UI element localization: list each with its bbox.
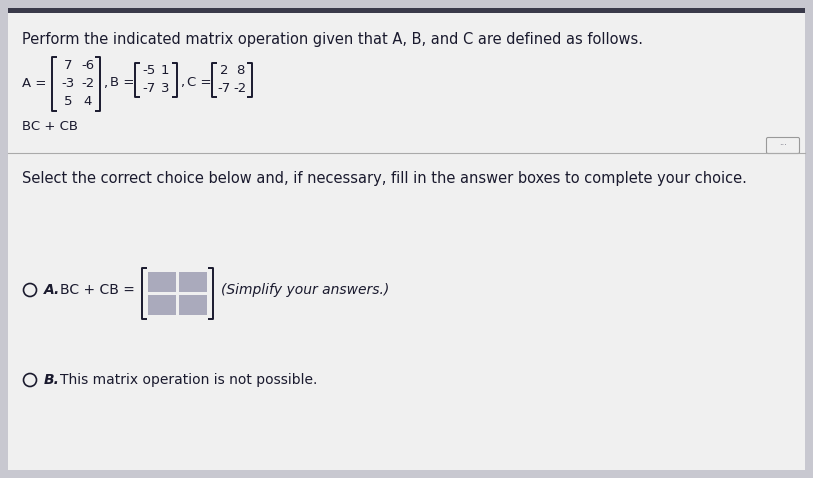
FancyBboxPatch shape <box>179 295 207 315</box>
Text: -5: -5 <box>142 64 155 76</box>
Text: C =: C = <box>187 76 211 88</box>
Text: B.: B. <box>44 373 60 387</box>
Text: -7: -7 <box>142 82 155 95</box>
Text: ,: , <box>180 76 184 88</box>
Text: 7: 7 <box>63 58 72 72</box>
Text: (Simplify your answers.): (Simplify your answers.) <box>221 283 389 297</box>
Text: -3: -3 <box>61 76 75 89</box>
Text: 2: 2 <box>220 64 228 76</box>
Text: Select the correct choice below and, if necessary, fill in the answer boxes to c: Select the correct choice below and, if … <box>22 171 747 186</box>
FancyBboxPatch shape <box>8 8 805 470</box>
Text: BC + CB: BC + CB <box>22 120 78 133</box>
Text: 5: 5 <box>63 95 72 108</box>
Text: 8: 8 <box>236 64 244 76</box>
Text: Perform the indicated matrix operation given that A, B, and C are defined as fol: Perform the indicated matrix operation g… <box>22 32 643 47</box>
FancyBboxPatch shape <box>767 138 799 153</box>
FancyBboxPatch shape <box>148 295 176 315</box>
Text: ···: ··· <box>779 141 787 150</box>
FancyBboxPatch shape <box>8 8 805 13</box>
Text: -7: -7 <box>217 82 231 95</box>
Text: BC + CB =: BC + CB = <box>60 283 135 297</box>
Text: 3: 3 <box>161 82 169 95</box>
Text: -2: -2 <box>233 82 246 95</box>
Text: A.: A. <box>44 283 60 297</box>
Text: 4: 4 <box>84 95 92 108</box>
Text: A =: A = <box>22 76 46 89</box>
Text: 1: 1 <box>161 64 169 76</box>
Text: This matrix operation is not possible.: This matrix operation is not possible. <box>60 373 317 387</box>
FancyBboxPatch shape <box>179 272 207 292</box>
Text: -6: -6 <box>81 58 94 72</box>
Text: B =: B = <box>110 76 134 88</box>
Text: -2: -2 <box>81 76 94 89</box>
Text: ,: , <box>103 76 107 89</box>
FancyBboxPatch shape <box>148 272 176 292</box>
